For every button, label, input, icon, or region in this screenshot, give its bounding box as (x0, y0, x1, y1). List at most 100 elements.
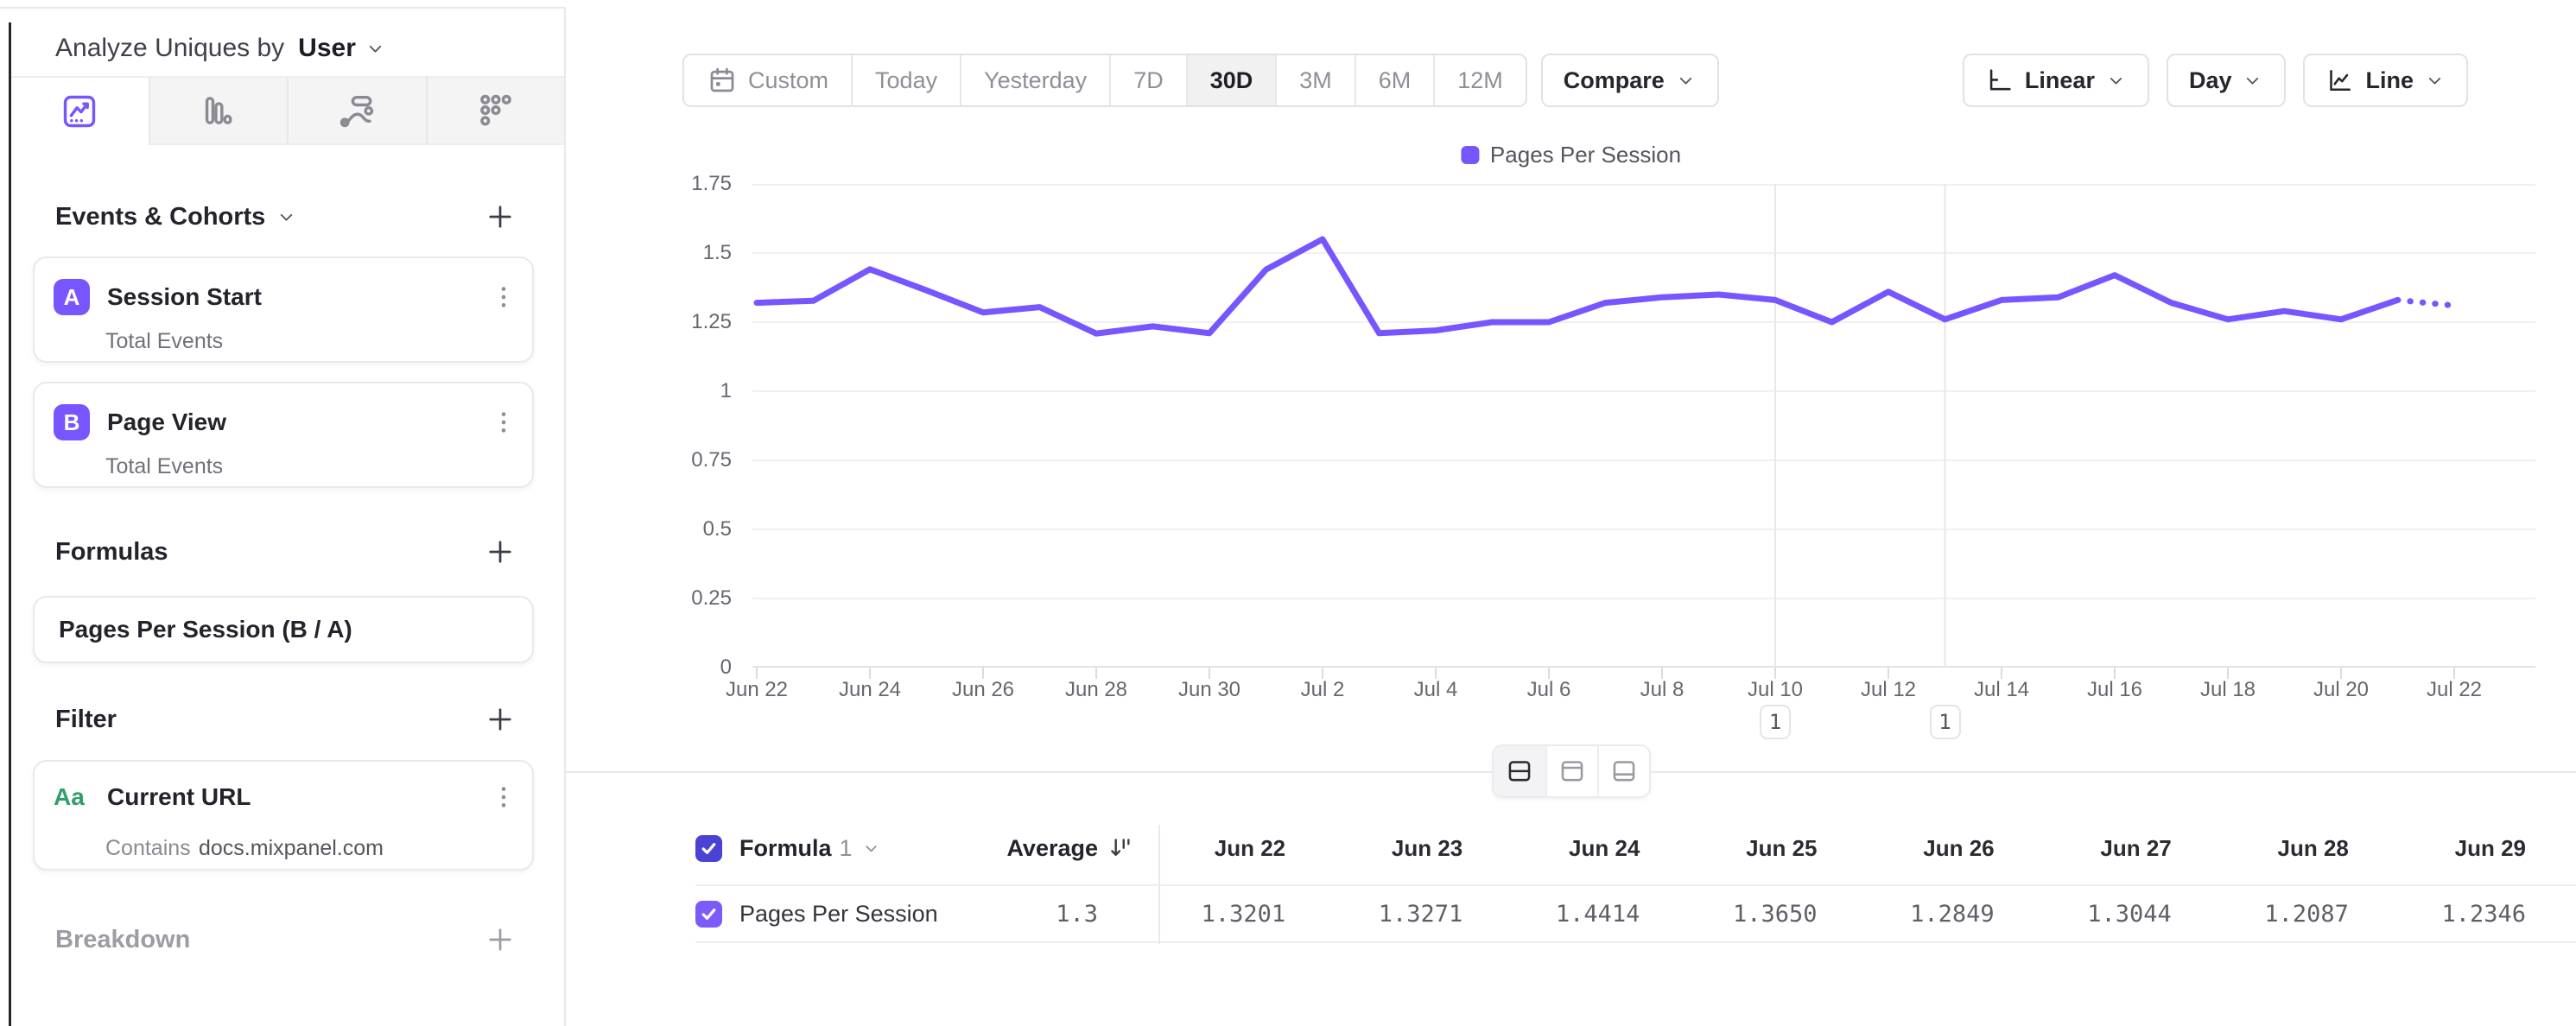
events-cohorts-title[interactable]: Events & Cohorts (55, 203, 297, 231)
y-tick-label: 0.75 (691, 448, 732, 472)
date-range-today[interactable]: Today (851, 55, 961, 105)
event-letter-badge: A (54, 279, 90, 315)
event-card-B[interactable]: B Page View Total Events (33, 382, 534, 488)
formulas-section-header: Formulas (11, 534, 564, 570)
add-event-button[interactable] (485, 201, 516, 232)
x-tick-label: Jun 28 (1064, 678, 1128, 701)
chevron-down-icon (1675, 70, 1697, 92)
x-tick-label: Jul 6 (1526, 678, 1571, 701)
event-measure-label[interactable]: Total Events (105, 454, 224, 478)
analyze-header: Analyze Uniques by User (55, 26, 386, 71)
events-cohorts-section-header: Events & Cohorts (11, 199, 564, 235)
date-range-7d[interactable]: 7D (1109, 55, 1186, 105)
tab-flows-tab[interactable] (287, 78, 426, 145)
date-range-yesterday[interactable]: Yesterday (960, 55, 1110, 105)
split-view-icon (1505, 757, 1534, 786)
filter-card[interactable]: Aa Current URL Contains docs.mixpanel.com (33, 760, 534, 871)
add-breakdown-button[interactable] (485, 924, 516, 955)
flows-icon (337, 91, 377, 130)
tab-retention-tab[interactable] (425, 78, 564, 145)
filter-property-name: Current URL (107, 783, 251, 810)
compare-button[interactable]: Compare (1540, 54, 1719, 107)
chart-view-icon (1558, 757, 1587, 786)
filter-operator[interactable]: Contains (105, 836, 191, 860)
line-chart-svg[interactable] (752, 184, 2535, 685)
date-range-6m[interactable]: 6M (1354, 55, 1434, 105)
x-tick-label: Jul 20 (2313, 678, 2370, 701)
chart-type-selector[interactable]: Line (2303, 54, 2468, 107)
retention-grid-icon (476, 91, 516, 130)
uniques-by-selector[interactable]: User (298, 34, 386, 63)
date-range-label: 12M (1457, 66, 1503, 93)
formula-card[interactable]: Pages Per Session (B / A) (33, 596, 534, 663)
filter-value[interactable]: docs.mixpanel.com (199, 836, 384, 860)
value-cell: 1.3271 (1378, 900, 1463, 928)
date-column-header[interactable]: Jun 26 (1923, 834, 1995, 861)
scale-selector[interactable]: Linear (1962, 54, 2149, 107)
string-property-icon: Aa (54, 783, 85, 810)
date-column-header[interactable]: Jun 24 (1569, 834, 1640, 861)
plus-icon (485, 201, 516, 232)
sort-descending-icon[interactable] (1107, 834, 1134, 862)
event-name: Session Start (107, 283, 262, 310)
x-tick-label: Jul 18 (2199, 678, 2256, 701)
annotation-badge[interactable]: 1 (1760, 705, 1791, 739)
date-column-header[interactable]: Jun 27 (2100, 834, 2172, 861)
value-cell: 1.4414 (1555, 900, 1640, 928)
average-header-label[interactable]: Average (1006, 834, 1098, 861)
insights-line-chart-icon (60, 92, 99, 131)
date-column-header[interactable]: Jun 25 (1746, 834, 1818, 861)
value-cell: 1.2087 (2264, 900, 2349, 928)
x-tick-label: Jul 2 (1300, 678, 1345, 701)
date-range-label: Today (875, 66, 938, 93)
select-all-checkbox[interactable] (695, 834, 722, 862)
event-options-button[interactable] (491, 408, 517, 437)
value-cell: 1.3044 (2087, 900, 2172, 928)
event-options-button[interactable] (491, 282, 517, 312)
date-column-header[interactable]: Jun 23 (1391, 834, 1463, 861)
table-view-button[interactable] (1596, 746, 1649, 796)
date-range-3m[interactable]: 3M (1275, 55, 1355, 105)
y-tick-label: 0.5 (702, 517, 732, 541)
filter-section-header: Filter (11, 701, 564, 738)
event-measure-label[interactable]: Total Events (105, 329, 224, 353)
tab-bar-tab[interactable] (148, 78, 287, 145)
report-type-tabs (11, 76, 564, 145)
chart-view-button[interactable] (1545, 746, 1597, 796)
table-column-separator (1158, 825, 1160, 944)
tab-insights-tab[interactable] (11, 78, 149, 145)
x-tick-label: Jul 8 (1640, 678, 1685, 701)
kebab-icon (491, 408, 517, 437)
date-range-30d[interactable]: 30D (1185, 55, 1276, 105)
add-formula-button[interactable] (485, 536, 516, 567)
add-filter-button[interactable] (485, 704, 516, 735)
granularity-selector[interactable]: Day (2166, 54, 2287, 107)
legend-series-label: Pages Per Session (1489, 142, 1682, 168)
window-left-edge (9, 22, 11, 1026)
formula-header-label: Formula (739, 834, 832, 861)
split-view-button[interactable] (1493, 746, 1545, 796)
value-cell: 1.3201 (1201, 900, 1286, 928)
formula-number: 1 (839, 834, 853, 861)
event-card-A[interactable]: A Session Start Total Events (33, 256, 534, 363)
calendar-icon (707, 65, 738, 96)
date-range-label: 30D (1209, 66, 1253, 93)
series-name-cell: Pages Per Session (739, 900, 938, 927)
event-letter-badge: B (54, 404, 90, 440)
date-range-12m[interactable]: 12M (1433, 55, 1526, 105)
date-range-picker: Custom Today Yesterday 7D 30D 3M 6M 12M (682, 54, 1527, 107)
uniques-by-value: User (298, 34, 356, 62)
date-range-custom[interactable]: Custom (684, 55, 852, 105)
date-column-header[interactable]: Jun 28 (2277, 834, 2349, 861)
analyze-uniques-label: Analyze Uniques by (55, 34, 285, 62)
chevron-down-icon[interactable] (861, 839, 881, 858)
series-checkbox[interactable] (695, 900, 722, 928)
formulas-label: Formulas (55, 537, 168, 566)
filter-options-button[interactable] (491, 782, 517, 812)
chart-legend[interactable]: Pages Per Session (1460, 142, 1682, 168)
value-cell: 1.2346 (2441, 900, 2526, 928)
table-view-icon (1609, 757, 1639, 786)
annotation-badge[interactable]: 1 (1929, 705, 1961, 739)
date-column-header[interactable]: Jun 29 (2454, 834, 2526, 861)
date-column-header[interactable]: Jun 22 (1214, 834, 1286, 861)
